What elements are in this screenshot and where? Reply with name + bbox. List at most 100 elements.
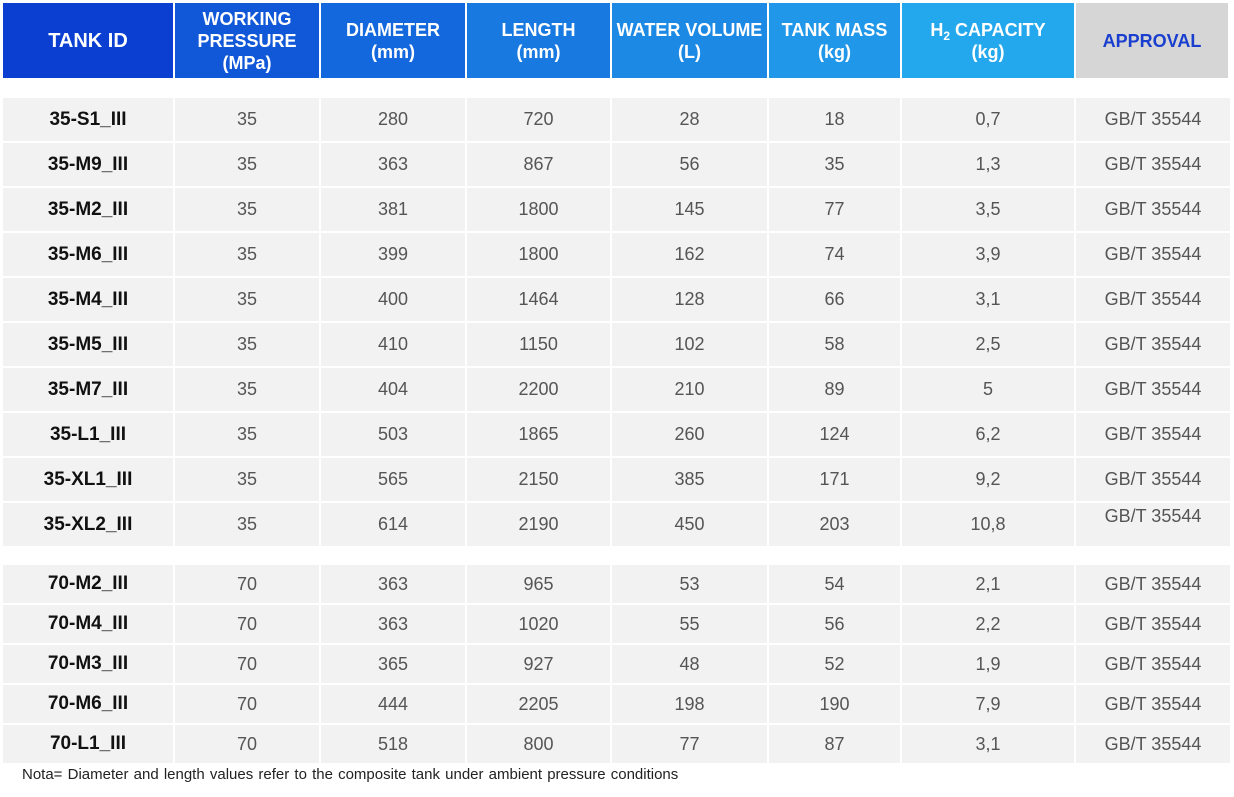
table-row: 70-L1_III 70 518 800 77 87 3,1 GB/T 3554… (3, 725, 1230, 765)
cell-pressure: 35 (175, 503, 321, 548)
cell-diameter: 410 (321, 323, 467, 368)
cell-tank-mass: 74 (769, 233, 902, 278)
header-tank-mass-label: TANK MASS (781, 19, 888, 40)
cell-tank-mass: 89 (769, 368, 902, 413)
cell-length: 1150 (467, 323, 612, 368)
cell-pressure: 35 (175, 233, 321, 278)
table-row: 35-M2_III 35 381 1800 145 77 3,5 GB/T 35… (3, 188, 1230, 233)
table-row: 35-M6_III 35 399 1800 162 74 3,9 GB/T 35… (3, 233, 1230, 278)
header-h2-capacity: H2 CAPACITY (kg) (902, 3, 1076, 78)
cell-h2-capacity: 3,1 (902, 278, 1076, 323)
table-header-row: TANK ID WORKING PRESSURE (MPa) DIAMETER … (3, 3, 1230, 78)
cell-length: 927 (467, 645, 612, 685)
cell-water-volume: 385 (612, 458, 769, 503)
cell-h2-capacity: 3,1 (902, 725, 1076, 765)
header-tank-id: TANK ID (3, 3, 175, 78)
cell-water-volume: 77 (612, 725, 769, 765)
cell-tank-id: 35-S1_III (3, 98, 175, 143)
cell-tank-id: 35-M4_III (3, 278, 175, 323)
cell-pressure: 35 (175, 278, 321, 323)
cell-h2-capacity: 3,5 (902, 188, 1076, 233)
table-row: 35-M5_III 35 410 1150 102 58 2,5 GB/T 35… (3, 323, 1230, 368)
cell-approval: GB/T 35544 (1076, 368, 1230, 413)
cell-water-volume: 55 (612, 605, 769, 645)
cell-water-volume: 145 (612, 188, 769, 233)
cell-h2-capacity: 1,9 (902, 645, 1076, 685)
cell-h2-capacity: 1,3 (902, 143, 1076, 188)
cell-h2-capacity: 5 (902, 368, 1076, 413)
cell-tank-id: 70-M3_III (3, 645, 175, 685)
cell-diameter: 365 (321, 645, 467, 685)
cell-h2-capacity: 2,2 (902, 605, 1076, 645)
cell-h2-capacity: 0,7 (902, 98, 1076, 143)
table-row: 35-XL1_III 35 565 2150 385 171 9,2 GB/T … (3, 458, 1230, 503)
cell-h2-capacity: 2,5 (902, 323, 1076, 368)
cell-water-volume: 28 (612, 98, 769, 143)
cell-water-volume: 128 (612, 278, 769, 323)
cell-approval: GB/T 35544 (1076, 323, 1230, 368)
cell-tank-id: 35-XL2_III (3, 503, 175, 548)
cell-approval: GB/T 35544 (1076, 188, 1230, 233)
cell-tank-mass: 124 (769, 413, 902, 458)
table-row: 70-M6_III 70 444 2205 198 190 7,9 GB/T 3… (3, 685, 1230, 725)
cell-tank-id: 35-L1_III (3, 413, 175, 458)
header-working-pressure-line1: WORKING (202, 8, 292, 29)
cell-diameter: 381 (321, 188, 467, 233)
cell-water-volume: 450 (612, 503, 769, 548)
cell-approval: GB/T 35544 (1076, 503, 1230, 548)
cell-pressure: 35 (175, 143, 321, 188)
cell-tank-mass: 54 (769, 565, 902, 605)
table-row: 70-M3_III 70 365 927 48 52 1,9 GB/T 3554… (3, 645, 1230, 685)
cell-length: 1865 (467, 413, 612, 458)
cell-tank-id: 35-M7_III (3, 368, 175, 413)
cell-pressure: 70 (175, 685, 321, 725)
cell-tank-mass: 52 (769, 645, 902, 685)
cell-h2-capacity: 6,2 (902, 413, 1076, 458)
cell-approval: GB/T 35544 (1076, 685, 1230, 725)
tank-spec-table: TANK ID WORKING PRESSURE (MPa) DIAMETER … (3, 3, 1230, 765)
cell-diameter: 399 (321, 233, 467, 278)
cell-diameter: 565 (321, 458, 467, 503)
cell-water-volume: 48 (612, 645, 769, 685)
cell-approval: GB/T 35544 (1076, 413, 1230, 458)
cell-tank-mass: 56 (769, 605, 902, 645)
cell-pressure: 70 (175, 605, 321, 645)
cell-water-volume: 56 (612, 143, 769, 188)
cell-pressure: 35 (175, 368, 321, 413)
header-tank-mass-unit: (kg) (817, 41, 851, 62)
cell-pressure: 70 (175, 725, 321, 765)
table-row: 70-M4_III 70 363 1020 55 56 2,2 GB/T 355… (3, 605, 1230, 645)
table-row: 35-XL2_III 35 614 2190 450 203 10,8 GB/T… (3, 503, 1230, 548)
header-tank-mass: TANK MASS (kg) (769, 3, 902, 78)
cell-approval: GB/T 35544 (1076, 233, 1230, 278)
group-spacer (3, 78, 1230, 98)
table-row: 35-M7_III 35 404 2200 210 89 5 GB/T 3554… (3, 368, 1230, 413)
cell-pressure: 70 (175, 565, 321, 605)
cell-tank-id: 70-L1_III (3, 725, 175, 765)
cell-tank-id: 70-M2_III (3, 565, 175, 605)
cell-tank-id: 35-M5_III (3, 323, 175, 368)
header-h2-capacity-unit: (kg) (971, 41, 1005, 62)
cell-water-volume: 260 (612, 413, 769, 458)
cell-h2-capacity: 3,9 (902, 233, 1076, 278)
cell-h2-capacity: 9,2 (902, 458, 1076, 503)
header-water-volume-unit: (L) (678, 41, 701, 62)
cell-tank-id: 35-XL1_III (3, 458, 175, 503)
cell-water-volume: 53 (612, 565, 769, 605)
cell-approval: GB/T 35544 (1076, 645, 1230, 685)
cell-pressure: 35 (175, 458, 321, 503)
cell-diameter: 363 (321, 565, 467, 605)
footnote: Nota= Diameter and length values refer t… (22, 766, 679, 783)
header-h2-capacity-h: H (930, 19, 944, 40)
group-spacer (3, 548, 1230, 565)
cell-diameter: 503 (321, 413, 467, 458)
table-row: 35-L1_III 35 503 1865 260 124 6,2 GB/T 3… (3, 413, 1230, 458)
cell-tank-id: 70-M6_III (3, 685, 175, 725)
cell-length: 720 (467, 98, 612, 143)
cell-pressure: 35 (175, 323, 321, 368)
cell-pressure: 70 (175, 645, 321, 685)
cell-length: 1800 (467, 188, 612, 233)
cell-h2-capacity: 2,1 (902, 565, 1076, 605)
cell-tank-mass: 87 (769, 725, 902, 765)
cell-diameter: 400 (321, 278, 467, 323)
